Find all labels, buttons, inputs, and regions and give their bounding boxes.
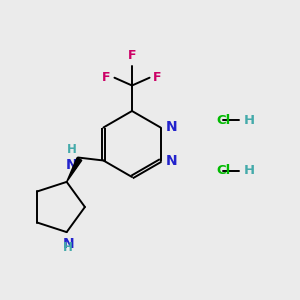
Text: H: H [67, 143, 76, 156]
Text: H: H [63, 241, 73, 254]
Text: F: F [128, 50, 136, 62]
Text: N: N [165, 120, 177, 134]
Text: Cl: Cl [216, 164, 230, 178]
Text: N: N [165, 154, 177, 168]
Polygon shape [67, 158, 82, 182]
Text: N: N [62, 237, 74, 251]
Text: N: N [65, 158, 77, 172]
Text: H: H [243, 164, 254, 178]
Text: H: H [243, 113, 254, 127]
Text: Cl: Cl [216, 113, 230, 127]
Text: F: F [102, 71, 111, 84]
Text: F: F [153, 71, 162, 84]
